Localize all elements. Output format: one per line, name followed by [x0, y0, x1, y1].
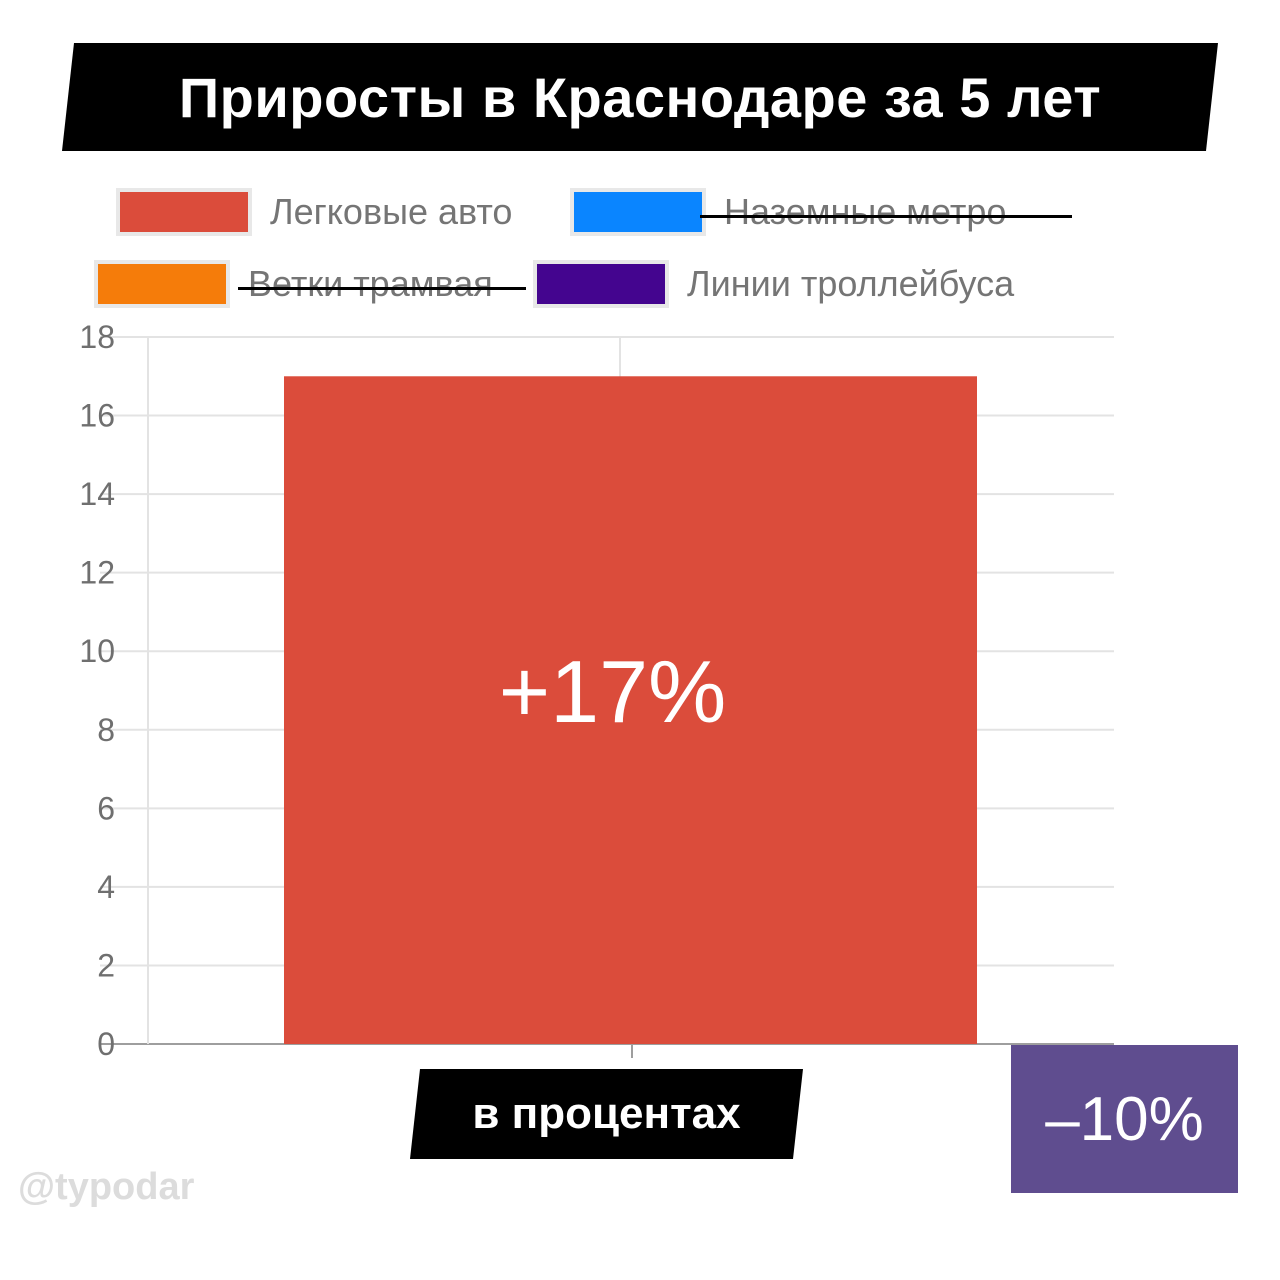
trolleybus-value-box: [1011, 1045, 1238, 1193]
axis-banner: [410, 1069, 803, 1159]
y-tick-label: 10: [79, 633, 115, 669]
trolleybus-value-label: –10%: [1045, 1084, 1204, 1154]
legend-swatch-tram: [94, 260, 230, 308]
bar: [284, 376, 977, 1044]
chart-title: Приросты в Краснодаре за 5 лет: [178, 65, 1102, 129]
y-tick-label: 4: [97, 869, 115, 905]
y-tick-label: 0: [97, 1026, 115, 1062]
legend-strikethrough-metro: [700, 215, 1072, 218]
legend-label-cars: Легковые авто: [270, 191, 513, 232]
legend-item-tram: Ветки трамвая: [94, 260, 526, 308]
legend-item-cars: Легковые авто: [116, 188, 513, 236]
legend-strikethrough-tram: [238, 287, 526, 290]
legend-label-metro: Наземные метро: [724, 191, 1007, 232]
watermark: @typodar: [18, 1166, 195, 1208]
bar-data-label: +17%: [499, 642, 727, 741]
legend-label-trolleybus: Линии троллейбуса: [687, 263, 1015, 304]
legend-swatch-metro: [570, 188, 706, 236]
y-tick-label: 2: [97, 947, 115, 983]
legend-item-metro: Наземные метро: [570, 188, 1072, 236]
legend-item-trolleybus: Линии троллейбуса: [533, 260, 1015, 308]
axis-unit-label: в процентах: [472, 1089, 741, 1138]
y-tick-label: 6: [97, 790, 115, 826]
legend-label-tram: Ветки трамвая: [248, 263, 493, 304]
title-banner: [62, 43, 1218, 151]
y-tick-label: 8: [97, 712, 115, 748]
y-tick-label: 12: [79, 555, 115, 591]
legend-swatch-trolleybus: [533, 260, 669, 308]
y-tick-label: 18: [79, 319, 115, 355]
legend-swatch-cars: [116, 188, 252, 236]
y-tick-label: 14: [79, 476, 115, 512]
y-tick-label: 16: [79, 398, 115, 434]
